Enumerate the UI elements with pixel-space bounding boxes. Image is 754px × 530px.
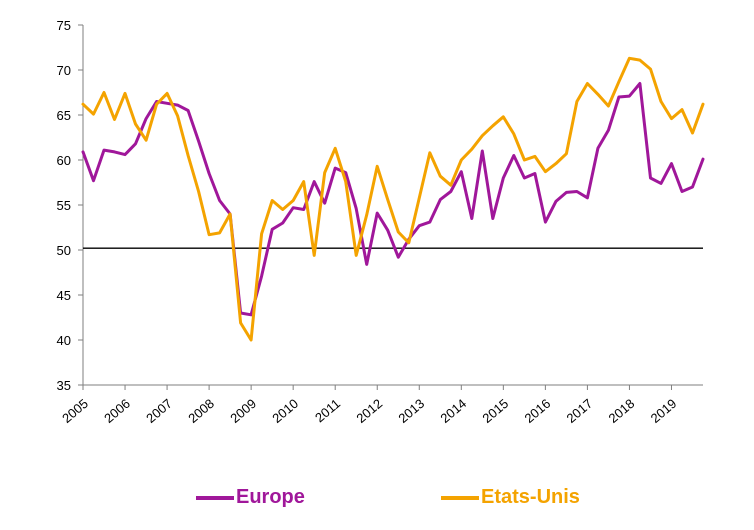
series-group — [81, 56, 705, 342]
y-tick-label: 45 — [57, 288, 71, 303]
legend-swatch-etats-unis — [441, 495, 479, 500]
x-tick-label: 2006 — [101, 396, 133, 426]
y-tick-label: 55 — [57, 198, 71, 213]
x-tick-label: 2016 — [522, 396, 554, 426]
y-tick-label: 40 — [57, 333, 71, 348]
y-tick-label: 35 — [57, 378, 71, 393]
x-tick-label: 2005 — [59, 396, 91, 426]
x-tick-label: 2012 — [353, 396, 385, 426]
y-tick-label: 60 — [57, 153, 71, 168]
x-tick-label: 2014 — [437, 396, 469, 426]
series-line-europe — [81, 82, 705, 317]
x-tick-label: 2017 — [564, 396, 596, 426]
y-tick-label: 50 — [57, 243, 71, 258]
legend-label-europe: Europe — [236, 486, 305, 508]
legend-item-etats-unis: Etats-Unis — [441, 486, 580, 509]
y-tick-label: 70 — [57, 63, 71, 78]
legend: Europe Etats-Unis — [0, 486, 754, 516]
legend-item-europe: Europe — [196, 486, 305, 509]
x-tick-label: 2011 — [312, 396, 343, 425]
legend-swatch-europe — [196, 495, 234, 500]
y-tick-label: 75 — [57, 18, 71, 33]
legend-label-etats-unis: Etats-Unis — [481, 486, 580, 508]
x-tick-label: 2019 — [648, 396, 680, 426]
y-tick-label: 65 — [57, 108, 71, 123]
x-tick-label: 2008 — [185, 396, 217, 426]
series-line-etats-unis — [81, 56, 705, 342]
x-tick-label: 2007 — [143, 396, 175, 426]
x-tick-label: 2009 — [227, 396, 259, 426]
axes: 35 40 45 50 55 60 65 70 75 2005 2006 2007 2008 2009 20… — [57, 18, 703, 426]
x-tick-label: 2013 — [395, 396, 427, 426]
x-tick-label: 2018 — [606, 396, 638, 426]
x-tick-label: 2015 — [479, 396, 511, 426]
x-tick-label: 2010 — [269, 396, 301, 426]
